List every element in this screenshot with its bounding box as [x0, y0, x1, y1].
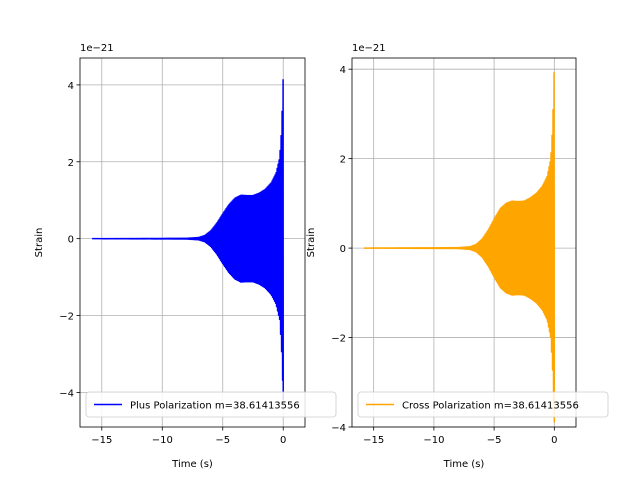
- legend-entry: Cross Polarization m=38.61413556: [402, 401, 579, 412]
- y-tick-label: 4: [340, 65, 346, 76]
- axes-frame: [351, 57, 577, 428]
- x-tick-label: −10: [152, 435, 173, 446]
- legend-box: [357, 391, 609, 418]
- x-tick-label: 0: [551, 435, 557, 446]
- y-axis-label: Strain: [306, 228, 317, 258]
- y-offset-label: 1e−21: [352, 43, 386, 54]
- y-offset-label: 1e−21: [80, 43, 114, 54]
- x-tick-label: 0: [280, 435, 286, 446]
- y-axis-label: Strain: [34, 228, 45, 258]
- series-line-cross: [363, 71, 556, 423]
- x-tick-label: −15: [91, 435, 112, 446]
- y-tick-label: −4: [331, 423, 346, 434]
- x-axis-label: Time (s): [443, 459, 485, 470]
- x-tick-label: −5: [487, 435, 502, 446]
- x-axis-label: Time (s): [171, 459, 213, 470]
- y-tick-label: 2: [68, 158, 74, 169]
- legend-box: [85, 391, 337, 418]
- y-tick-label: −2: [59, 312, 74, 323]
- y-tick-label: −2: [331, 334, 346, 345]
- y-tick-label: 2: [340, 155, 346, 166]
- x-tick-label: −15: [363, 435, 384, 446]
- axes-frame: [79, 57, 306, 428]
- series-line-plus: [91, 79, 284, 401]
- x-tick-label: −10: [423, 435, 444, 446]
- x-tick-label: −5: [215, 435, 230, 446]
- y-tick-label: 0: [340, 244, 346, 255]
- y-tick-label: 0: [68, 235, 74, 246]
- legend-entry: Plus Polarization m=38.61413556: [130, 401, 300, 412]
- y-tick-label: 4: [68, 81, 74, 92]
- y-tick-label: −4: [59, 388, 74, 399]
